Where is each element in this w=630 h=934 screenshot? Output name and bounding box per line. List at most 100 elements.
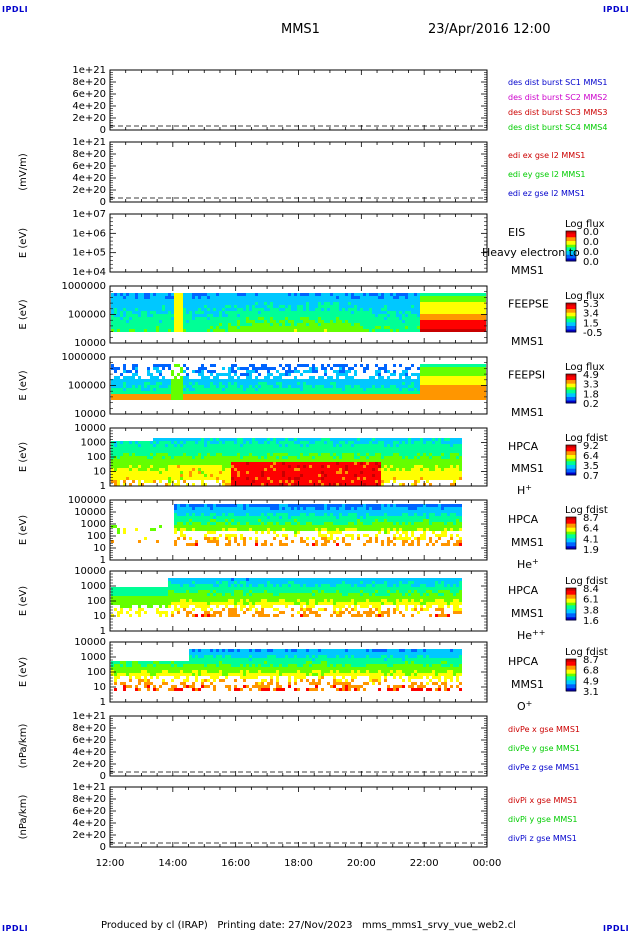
p6-spectrogram-cell <box>330 465 333 468</box>
p4-spectrogram-cell <box>435 323 438 326</box>
p6-spectrogram-cell <box>360 465 363 468</box>
p5-spectrogram-cell <box>138 397 141 400</box>
p4-spectrogram-cell <box>126 323 129 326</box>
p5-spectrogram-cell <box>426 367 429 370</box>
p5-spectrogram-cell <box>168 379 171 382</box>
p4-spectrogram-cell <box>237 317 240 320</box>
p6-spectrogram-cell <box>339 474 342 477</box>
p6-spectrogram-cell <box>237 462 240 465</box>
p5-spectrogram-cell <box>285 388 288 391</box>
p5-spectrogram-cell <box>150 382 153 385</box>
p4-spectrogram-cell <box>327 299 330 302</box>
p4-spectrogram-cell <box>369 311 372 314</box>
p4-spectrogram-cell <box>288 326 291 329</box>
p6-spectrogram-cell <box>300 477 303 480</box>
p6-spectrogram-cell <box>315 450 318 453</box>
p4-spectrogram-cell <box>237 296 240 299</box>
p4-spectrogram-cell <box>117 296 120 299</box>
p4-spectrogram-cell <box>204 305 207 308</box>
p6-spectrogram-cell <box>186 444 189 447</box>
p5-spectrogram-cell <box>429 391 432 394</box>
p5-spectrogram-cell <box>483 388 486 391</box>
p5-spectrogram-cell <box>420 364 423 367</box>
p6-spectrogram-cell <box>336 459 339 462</box>
p6-spectrogram-cell <box>414 477 417 480</box>
p4-spectrogram-cell <box>132 329 135 332</box>
p5-spectrogram-cell <box>423 391 426 394</box>
p5-spectrogram-cell <box>147 367 150 370</box>
p5-spectrogram-cell <box>243 385 246 388</box>
p4-spectrogram-cell <box>471 326 474 329</box>
p5-spectrogram-cell <box>258 394 261 397</box>
p6-spectrogram-cell <box>159 471 162 474</box>
p6-spectrogram-cell <box>132 456 135 459</box>
p5-spectrogram-cell <box>426 370 429 373</box>
p4-spectrogram-cell <box>393 299 396 302</box>
p6-spectrogram-cell <box>318 441 321 444</box>
p4-spectrogram-cell <box>303 317 306 320</box>
p5-spectrogram-cell <box>186 397 189 400</box>
p5-spectrogram-cell <box>369 397 372 400</box>
p4-spectrogram-cell <box>120 311 123 314</box>
p5-spectrogram-cell <box>204 388 207 391</box>
p6-spectrogram-cell <box>414 447 417 450</box>
p6-spectrogram-cell <box>114 456 117 459</box>
p6-spectrogram-cell <box>369 438 372 441</box>
p3-colorbar-cell <box>566 237 576 239</box>
p6-spectrogram-cell <box>306 468 309 471</box>
p4-spectrogram-cell <box>219 296 222 299</box>
p6-spectrogram-cell <box>405 453 408 456</box>
p5-spectrogram-cell <box>195 388 198 391</box>
p4-spectrogram-cell <box>255 302 258 305</box>
p5-spectrogram-cell <box>228 367 231 370</box>
p6-spectrogram-cell <box>177 471 180 474</box>
p6-spectrogram-cell <box>345 447 348 450</box>
p4-spectrogram-cell <box>375 296 378 299</box>
p5-spectrogram-cell <box>354 394 357 397</box>
p4-spectrogram-cell <box>387 308 390 311</box>
p5-spectrogram-cell <box>309 367 312 370</box>
p4-spectrogram-cell <box>180 296 183 299</box>
p5-spectrogram-cell <box>270 382 273 385</box>
p5-spectrogram-cell <box>474 373 477 376</box>
p5-spectrogram-cell <box>258 385 261 388</box>
p5-spectrogram-cell <box>177 388 180 391</box>
p4-spectrogram-cell <box>294 320 297 323</box>
p4-spectrogram-cell <box>210 317 213 320</box>
p6-spectrogram-cell <box>135 444 138 447</box>
p4-spectrogram-cell <box>411 320 414 323</box>
p5-spectrogram-cell <box>414 397 417 400</box>
p5-spectrogram-cell <box>156 367 159 370</box>
p4-spectrogram-cell <box>330 305 333 308</box>
p6-spectrogram-cell <box>231 447 234 450</box>
p6-spectrogram-cell <box>321 441 324 444</box>
p6-spectrogram-cell <box>180 465 183 468</box>
p4-spectrogram-cell <box>165 317 168 320</box>
p4-spectrogram-cell <box>453 326 456 329</box>
p5-spectrogram-cell <box>390 379 393 382</box>
p6-spectrogram-cell <box>357 447 360 450</box>
p5-spectrogram-cell <box>294 385 297 388</box>
p6-spectrogram-cell <box>171 459 174 462</box>
p6-spectrogram-cell <box>240 450 243 453</box>
p4-spectrogram-cell <box>123 296 126 299</box>
p4-spectrogram-cell <box>267 305 270 308</box>
p4-spectrogram-cell <box>411 308 414 311</box>
p4-spectrogram-cell <box>132 293 135 296</box>
p6-spectrogram-cell <box>372 438 375 441</box>
p4-spectrogram-cell <box>264 308 267 311</box>
p4-spectrogram-cell <box>138 308 141 311</box>
p6-spectrogram-cell <box>144 441 147 444</box>
p4-spectrogram-cell <box>150 308 153 311</box>
p6-spectrogram-cell <box>147 474 150 477</box>
p4-spectrogram-cell <box>468 317 471 320</box>
p5-spectrogram-cell <box>372 391 375 394</box>
p6-spectrogram-cell <box>393 480 396 483</box>
p5-spectrogram-cell <box>219 385 222 388</box>
p6-spectrogram-cell <box>414 468 417 471</box>
p6-spectrogram-cell <box>369 471 372 474</box>
p6-spectrogram-cell <box>114 471 117 474</box>
p4-spectrogram-cell <box>321 314 324 317</box>
p6-spectrogram-cell <box>261 477 264 480</box>
p6-spectrogram-cell <box>306 480 309 483</box>
